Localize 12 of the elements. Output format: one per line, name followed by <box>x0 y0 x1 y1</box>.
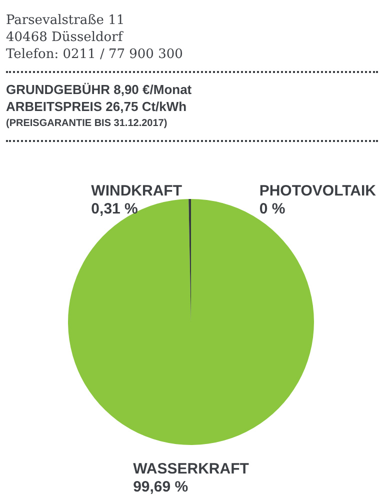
text: Telefon: 0211 / 77 900 300 <box>6 46 184 63</box>
text: 40468 Düsseldorf <box>6 29 124 46</box>
slice-label: WASSERKRAFT <box>133 460 249 478</box>
text: Parsevalstraße 11 <box>6 12 126 29</box>
data-label: 0,31 % <box>91 200 138 218</box>
text: GRUNDGEBÜHR 8,90 €/Monat <box>6 81 193 98</box>
text: (PREISGARANTIE BIS 31.12.2017) <box>6 117 168 131</box>
data-label: 99,69 % <box>133 478 188 496</box>
text: ARBEITSPREIS 26,75 Ct/kWh <box>6 98 188 115</box>
text: 0 % <box>259 200 286 218</box>
slice-label: WINDKRAFT <box>91 182 182 200</box>
category-label: PHOTOVOLTAIK <box>259 182 376 200</box>
